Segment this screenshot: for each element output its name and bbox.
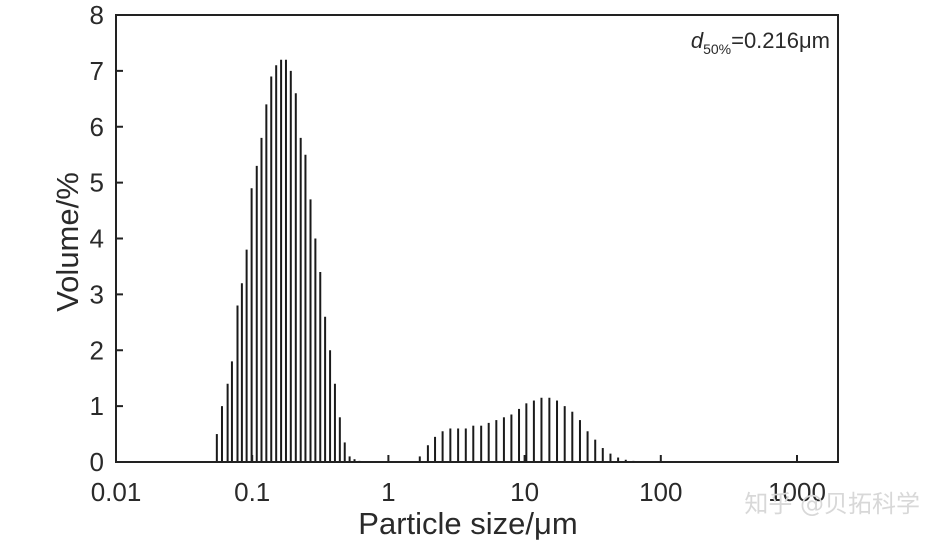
y-tick-label: 5 [90, 168, 104, 198]
y-tick-label: 4 [90, 224, 104, 254]
x-tick-label: 0.01 [91, 477, 142, 507]
x-tick-label: 1 [381, 477, 395, 507]
d50-annotation: d50%=0.216μm [691, 28, 830, 57]
bars-group [215, 59, 635, 462]
watermark: 知乎 @贝拓科学 [744, 490, 920, 518]
plot-frame [115, 14, 839, 463]
y-axis-title: Volume/% [50, 172, 85, 312]
d50-subscript: 50% [703, 41, 731, 57]
x-tick-label: 100 [639, 477, 682, 507]
y-tick-label: 3 [90, 279, 104, 309]
x-tick-label: 10 [510, 477, 539, 507]
y-tick-label: 7 [90, 56, 104, 86]
y-tick-label: 8 [90, 0, 104, 30]
x-tick-label: 1000 [768, 477, 826, 507]
d50-value: =0.216μm [731, 28, 830, 53]
y-tick-label: 2 [90, 335, 104, 365]
y-tick-label: 1 [90, 391, 104, 421]
ticks-group: 0.01 0.1 1 10 100 1000 0 1 2 3 4 5 6 7 8 [90, 0, 826, 507]
x-tick-label: 0.1 [234, 477, 270, 507]
x-axis-title: Particle size/μm [358, 506, 577, 541]
y-tick-label: 6 [90, 112, 104, 142]
d50-symbol: d [691, 28, 704, 53]
y-tick-label: 0 [90, 447, 104, 477]
